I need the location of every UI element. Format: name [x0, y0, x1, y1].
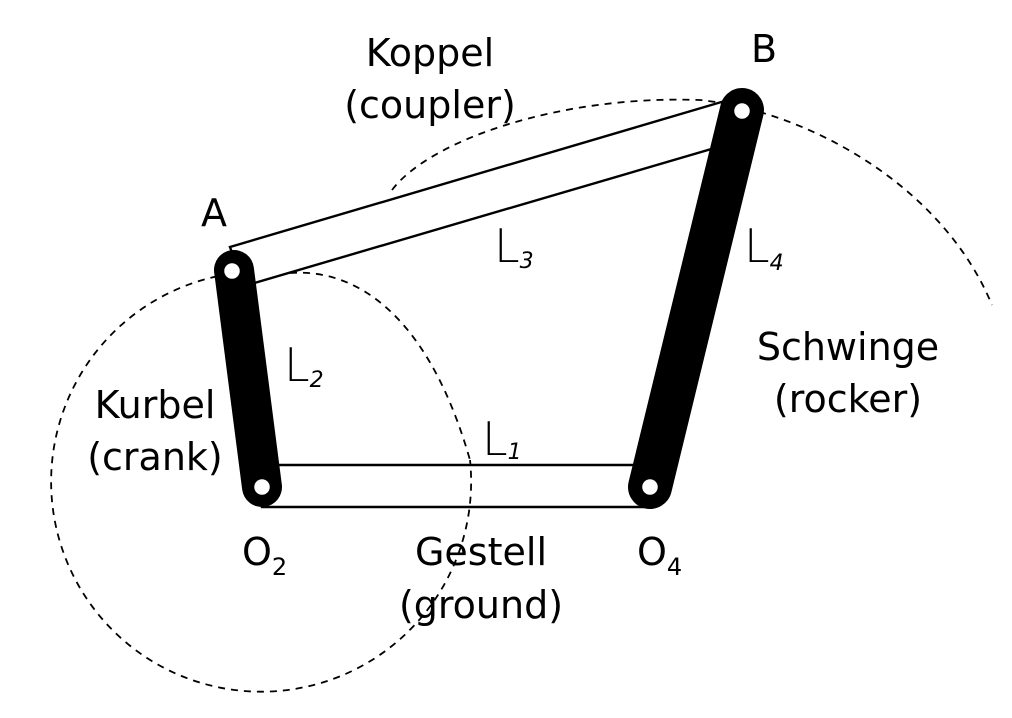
ground-link [260, 463, 650, 509]
length-label-L2: L2 [284, 338, 324, 393]
crank-link [214, 250, 282, 507]
crank-label-line1: Kurbel [95, 383, 216, 427]
joint-label-O2: O2 [242, 530, 287, 581]
ground-label-line1: Gestell [415, 530, 547, 574]
length-label-L1-sub: 1 [508, 440, 522, 465]
crank-label-line2: (crank) [87, 435, 223, 479]
joint-label-A: A [201, 191, 227, 235]
crank-path-circle [50, 273, 473, 693]
length-label-L1: L1 [482, 412, 522, 466]
joint-label-B: B [751, 27, 777, 71]
pin-O4 [639, 476, 661, 498]
joint-label-O4-sub: 4 [667, 553, 682, 581]
length-label-L1-main: L [482, 412, 508, 466]
coupler-label-line1: Koppel [366, 31, 494, 75]
coupler-label-line2: (coupler) [344, 83, 516, 127]
pin-A [221, 260, 243, 282]
length-label-L4-sub: 4 [770, 251, 784, 276]
inner-arc [289, 271, 471, 461]
length-label-L4-main: L [744, 219, 770, 273]
pin-B [731, 100, 753, 122]
rocker-link [628, 88, 764, 509]
length-label-L4: L4 [744, 219, 784, 276]
pin-O2 [251, 476, 273, 498]
length-label-L2-main: L [284, 338, 310, 392]
joint-label-O2-sub: 2 [272, 553, 287, 581]
length-label-L3-sub: 3 [520, 249, 534, 274]
length-label-L3: L3 [494, 219, 534, 274]
rocker-label-line1: Schwinge [757, 325, 939, 369]
rocker-label-line2: (rocker) [774, 377, 922, 421]
length-label-L3-main: L [494, 219, 520, 273]
joint-label-O4-main: O [637, 530, 667, 574]
joint-label-O2-main: O [242, 530, 272, 574]
ground-label-line2: (ground) [399, 583, 563, 627]
joint-label-O4: O4 [637, 530, 682, 581]
rocker-path-arc [391, 98, 993, 306]
length-label-L2-sub: 2 [310, 368, 324, 393]
